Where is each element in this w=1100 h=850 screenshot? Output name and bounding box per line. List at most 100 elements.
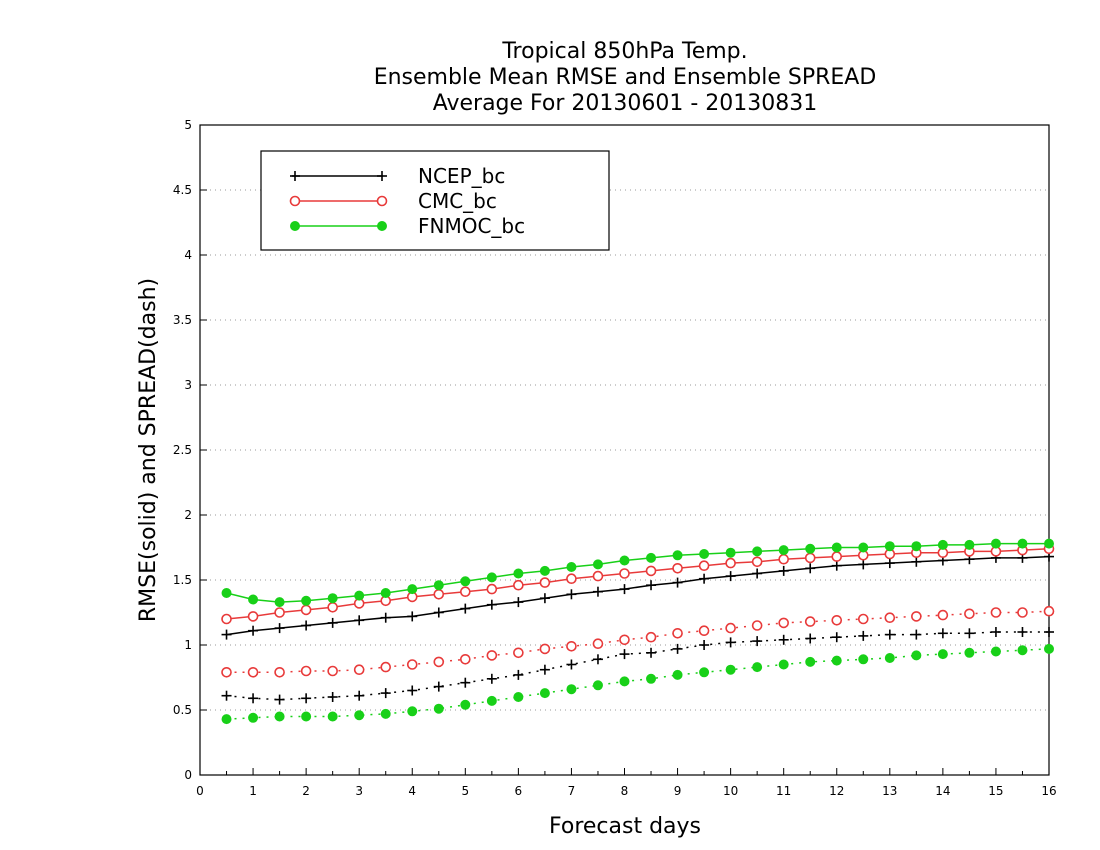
- series-fnmoc-bc-spread-point: [937, 649, 948, 660]
- series-cmc-bc-rmse-point: [725, 557, 736, 569]
- series-cmc-bc-spread-point: [353, 664, 365, 676]
- series-ncep-bc-rmse-point: [805, 563, 816, 574]
- series-ncep-bc-spread-point: [937, 628, 948, 639]
- series-fnmoc-bc-rmse-point: [964, 539, 975, 550]
- series-ncep-bc-rmse-point: [752, 568, 763, 579]
- y-axis-label: RMSE(solid) and SPREAD(dash): [136, 278, 161, 622]
- series-cmc-bc-spread-point: [725, 622, 736, 634]
- series-fnmoc-bc-rmse-point: [752, 546, 763, 557]
- series-ncep-bc-spread-point: [513, 669, 524, 680]
- series-fnmoc-bc-spread-point: [460, 699, 471, 710]
- series-ncep-bc-rmse-point: [486, 599, 497, 610]
- series-ncep-bc-rmse-point: [725, 571, 736, 582]
- series-cmc-bc-rmse-point: [698, 560, 710, 572]
- series-fnmoc-bc-rmse-point: [937, 539, 948, 550]
- series-ncep-bc-rmse-line: [226, 555, 1050, 636]
- series-cmc-bc-spread-point: [539, 643, 551, 655]
- series-cmc-bc-spread-point: [672, 627, 683, 639]
- series-fnmoc-bc-spread-point: [884, 653, 895, 663]
- series-cmc-bc-rmse-point: [778, 553, 789, 565]
- x-tick-label: 4: [408, 784, 416, 798]
- legend-fnmoc-bc-label: FNMOC_bc: [418, 214, 525, 238]
- x-tick-label: 8: [621, 784, 629, 798]
- x-tick-label: 1: [249, 784, 257, 798]
- series-cmc-bc-rmse-point: [831, 551, 843, 562]
- series-fnmoc-bc-rmse-point: [274, 597, 285, 608]
- series-fnmoc-bc-rmse-point: [911, 541, 922, 552]
- series-fnmoc-bc-spread-point: [221, 714, 232, 725]
- x-axis-label: Forecast days: [549, 814, 701, 839]
- series-ncep-bc-rmse-point: [513, 597, 524, 608]
- series-ncep-bc-spread-point: [407, 685, 418, 696]
- series-cmc-bc-rmse-point: [645, 565, 657, 577]
- series-ncep-bc-spread-point: [539, 664, 550, 675]
- x-tick-label: 15: [988, 784, 1003, 798]
- legend-ncep-bc-marker-left: [290, 171, 300, 181]
- series-fnmoc-bc-spread-point: [619, 676, 630, 687]
- series-ncep-bc-spread-point: [964, 628, 975, 639]
- x-tick-label: 2: [302, 784, 310, 798]
- series-fnmoc-bc-rmse-point: [513, 568, 524, 579]
- series-cmc-bc-spread-point: [300, 665, 312, 677]
- series-cmc-bc-spread-line: [226, 610, 1050, 674]
- series-fnmoc-bc-rmse-point: [831, 542, 842, 553]
- series-cmc-bc-spread-point: [1017, 607, 1028, 618]
- series-ncep-bc-rmse-point: [592, 586, 603, 597]
- series-fnmoc-bc-spread-point: [433, 703, 444, 714]
- x-tick-label: 16: [1041, 784, 1056, 798]
- series-cmc-bc-spread-point: [460, 653, 471, 665]
- series-fnmoc-bc-spread-point: [646, 673, 657, 684]
- y-tick-label: 4.5: [173, 183, 192, 197]
- series-cmc-bc-spread-point: [406, 659, 418, 670]
- series-ncep-bc-rmse-point: [831, 560, 842, 571]
- series-fnmoc-bc-spread-point: [380, 708, 391, 719]
- series-cmc-bc-rmse-point: [486, 583, 498, 595]
- series-ncep-bc-rmse-point: [407, 611, 418, 622]
- series-cmc-bc-spread-point: [778, 617, 789, 629]
- series-ncep-bc-spread-point: [1017, 627, 1028, 637]
- series-cmc-bc-rmse-point: [672, 562, 683, 574]
- series-fnmoc-bc-rmse-point: [990, 538, 1001, 549]
- series-fnmoc-bc-rmse-point: [725, 547, 736, 558]
- series-fnmoc-bc-rmse-point: [778, 545, 789, 556]
- series-ncep-bc-spread-point: [1044, 627, 1054, 637]
- series-fnmoc-bc-spread-point: [248, 712, 259, 723]
- series-cmc-bc-spread-point: [566, 640, 577, 652]
- x-tick-label: 3: [355, 784, 363, 798]
- series-fnmoc-bc-spread-point: [539, 688, 550, 699]
- series-ncep-bc-spread-point: [805, 633, 816, 644]
- series-cmc-bc-spread-point: [937, 609, 949, 621]
- series-cmc-bc-rmse-point: [751, 556, 763, 568]
- series-ncep-bc-spread-point: [725, 637, 736, 648]
- x-tick-label: 6: [515, 784, 523, 798]
- series-ncep-bc-rmse-point: [884, 558, 895, 569]
- y-tick-label: 1.5: [173, 573, 192, 587]
- series-fnmoc-bc-rmse-point: [327, 593, 338, 604]
- series-fnmoc-bc-rmse-point: [884, 541, 895, 552]
- series-fnmoc-bc-rmse-point: [1044, 538, 1054, 549]
- series-cmc-bc-rmse-point: [460, 586, 471, 598]
- series-cmc-bc-rmse-point: [592, 570, 604, 582]
- series-cmc-bc-rmse-point: [300, 604, 312, 616]
- series-cmc-bc-spread-point: [831, 614, 843, 626]
- series-ncep-bc-spread-point: [380, 688, 391, 699]
- series-ncep-bc-spread-point: [884, 629, 895, 640]
- series-ncep-bc-spread-point: [672, 643, 683, 654]
- y-tick-label: 0.5: [173, 703, 192, 717]
- series-fnmoc-bc-rmse-point: [858, 542, 869, 553]
- series-ncep-bc-spread-point: [433, 681, 444, 692]
- series-fnmoc-bc-spread-point: [301, 711, 312, 722]
- y-axis-ticks: 0 0.5 1 1.5 2 2.5 3 3.5 4 4.5 5: [173, 118, 207, 782]
- series-cmc-bc-spread-point: [513, 647, 524, 659]
- series-fnmoc-bc-rmse-point: [221, 588, 232, 598]
- series-cmc-bc-spread-point: [1043, 605, 1055, 617]
- x-tick-label: 11: [776, 784, 791, 798]
- series-ncep-bc-rmse-point: [221, 629, 232, 640]
- series-cmc-bc-spread-point: [592, 638, 604, 650]
- series-fnmoc-bc-rmse-point: [566, 562, 577, 572]
- series-fnmoc-bc-rmse-point: [805, 543, 816, 554]
- series-ncep-bc-spread-point: [248, 693, 259, 704]
- legend-ncep-bc-marker-right: [377, 171, 387, 181]
